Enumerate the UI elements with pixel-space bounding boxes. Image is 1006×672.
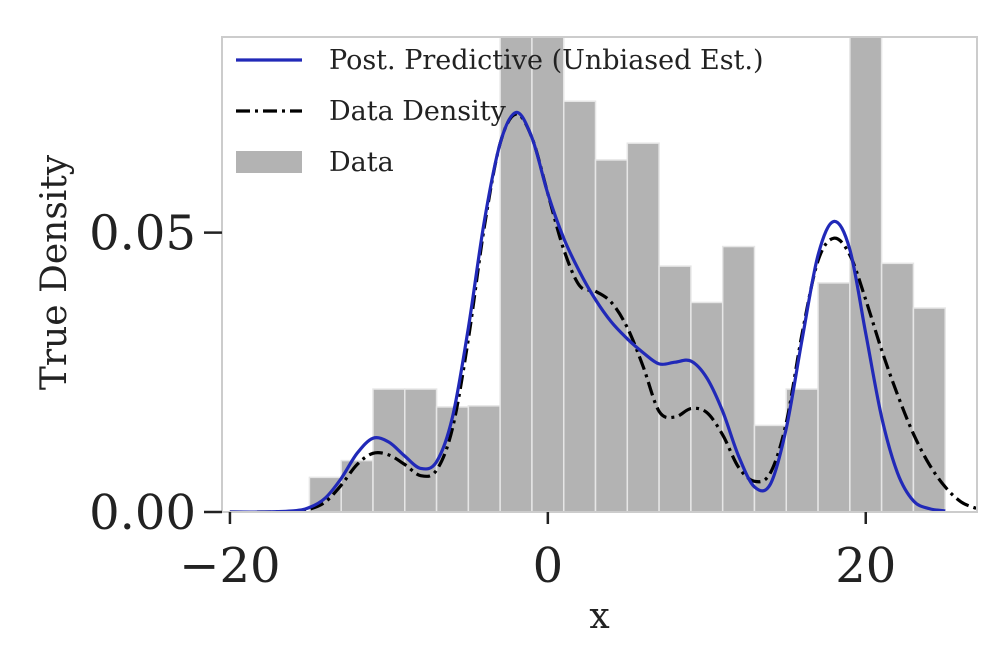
histogram-bar	[626, 142, 660, 512]
y-axis-ticks: 0.00 0.05	[89, 206, 222, 541]
y-tick-label: 0.00	[89, 485, 196, 541]
histogram-bar	[594, 159, 629, 512]
x-tick-label: 20	[835, 538, 896, 594]
density-lines	[229, 110, 977, 512]
histogram-bar	[690, 301, 724, 512]
histogram-bar	[562, 100, 597, 512]
plot-frame	[221, 36, 978, 513]
legend-label: Data	[329, 147, 394, 178]
histogram-bar	[912, 307, 946, 512]
histogram-bar	[721, 245, 756, 512]
legend-swatch-data	[236, 151, 302, 173]
histogram-bar	[404, 388, 438, 512]
x-axis-label: x	[589, 596, 609, 637]
histogram-bar	[817, 282, 851, 512]
x-tick-label: −20	[179, 538, 280, 594]
y-tick-label: 0.05	[89, 206, 196, 262]
legend-label: Data Density	[329, 96, 507, 127]
legend-label: Post. Predictive (Unbiased Est.)	[329, 45, 764, 76]
histogram-bar	[467, 405, 501, 512]
legend: Post. Predictive (Unbiased Est.) Data Den…	[236, 45, 764, 178]
x-axis-ticks: −20 0 20	[179, 512, 896, 594]
histogram-bar	[531, 37, 565, 512]
posterior-predictive-line	[229, 110, 946, 512]
histogram-bar	[658, 265, 692, 512]
y-axis-label: True Density	[34, 154, 75, 390]
x-tick-label: 0	[533, 538, 564, 594]
